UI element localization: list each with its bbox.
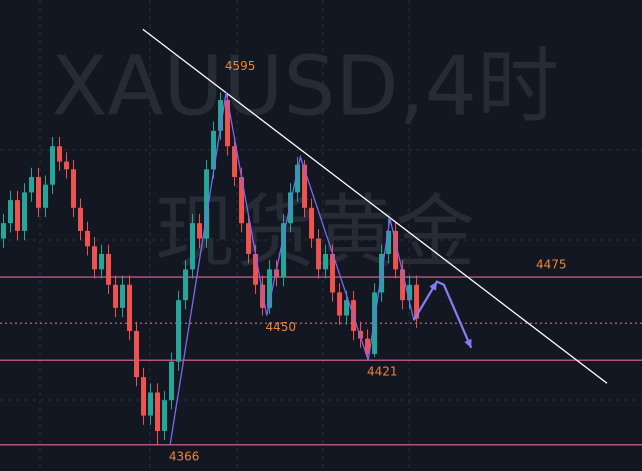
candle-body <box>99 253 105 270</box>
candle-body <box>134 330 140 378</box>
candle-body <box>281 223 287 278</box>
candle-body <box>274 269 280 278</box>
candle-body <box>120 284 126 308</box>
candle-body <box>386 230 392 254</box>
arrow-head <box>429 281 437 291</box>
candle-body <box>85 230 91 247</box>
price-label: 4450 <box>265 320 296 334</box>
candle-body <box>183 269 189 301</box>
candle-body <box>127 284 133 331</box>
candle-body <box>176 300 182 362</box>
candle-body <box>323 253 329 270</box>
candle-body <box>225 100 231 147</box>
candle-body <box>29 177 35 193</box>
candle-body <box>267 269 273 308</box>
candle-body <box>22 192 28 231</box>
candle-body <box>57 146 63 162</box>
candle-body <box>330 253 336 293</box>
candle-body <box>106 253 112 285</box>
candle-body <box>253 253 259 285</box>
candle-body <box>71 169 77 208</box>
candle-body <box>190 223 196 270</box>
candle-body <box>239 177 245 224</box>
candle-body <box>148 392 154 416</box>
candle-body <box>1 223 7 239</box>
candle-body <box>358 330 364 339</box>
candle-body <box>309 207 315 239</box>
candle-body <box>155 392 161 431</box>
candle-body <box>92 246 98 270</box>
candle-body <box>36 177 42 208</box>
candle-body <box>211 130 217 170</box>
candle-body <box>8 200 14 224</box>
watermark-title: XAUUSD,4时 <box>51 39 559 134</box>
candle-body <box>204 169 210 239</box>
candle-body <box>295 164 301 193</box>
level-label: 4475 <box>536 258 567 272</box>
trend-line <box>142 28 608 384</box>
candle-body <box>393 230 399 270</box>
candle-body <box>246 223 252 254</box>
candle-body <box>400 269 406 301</box>
zigzag-line <box>169 92 415 445</box>
candle-body <box>365 338 371 355</box>
candle-body <box>288 192 294 224</box>
candle-body <box>197 223 203 239</box>
price-label: 4595 <box>225 59 256 73</box>
candle-body <box>141 377 147 416</box>
candle-body <box>78 207 84 231</box>
price-label: 4366 <box>169 449 200 463</box>
candle-body <box>232 146 238 178</box>
price-label: 4421 <box>367 365 398 379</box>
candle-body <box>15 200 21 231</box>
candle-body <box>162 400 168 431</box>
candle-body <box>64 161 70 170</box>
candle-body <box>43 184 49 208</box>
candle-body <box>407 284 413 301</box>
candle-body <box>316 238 322 270</box>
candle-body <box>302 164 308 208</box>
candle-body <box>50 146 56 185</box>
candle-body <box>113 284 119 308</box>
candle-body <box>337 292 343 316</box>
projection-arrow <box>412 280 473 349</box>
arrow-head <box>464 338 472 348</box>
candle-body <box>169 361 175 401</box>
candle-body <box>260 284 266 308</box>
candle-body <box>344 300 350 316</box>
candle-body <box>218 100 224 131</box>
candle-body <box>414 284 420 319</box>
